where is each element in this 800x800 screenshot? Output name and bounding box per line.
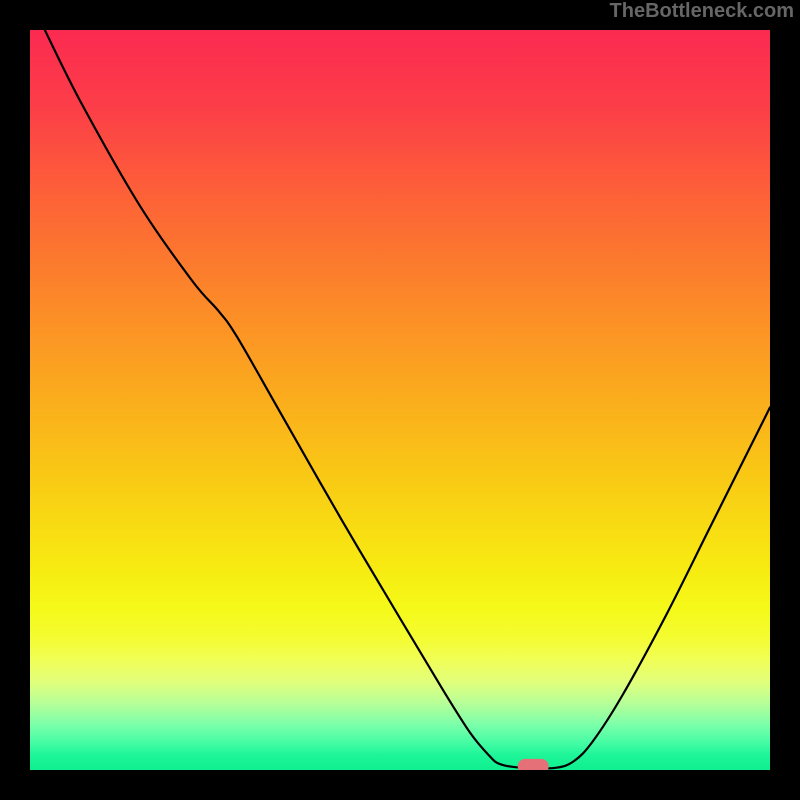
plot-area (30, 30, 770, 770)
watermark-text: TheBottleneck.com (610, 0, 794, 23)
chart-root: { "watermark": { "text": "TheBottleneck.… (0, 0, 800, 800)
optimal-marker (518, 759, 549, 770)
gradient-background (30, 30, 770, 770)
chart-svg (30, 30, 770, 770)
